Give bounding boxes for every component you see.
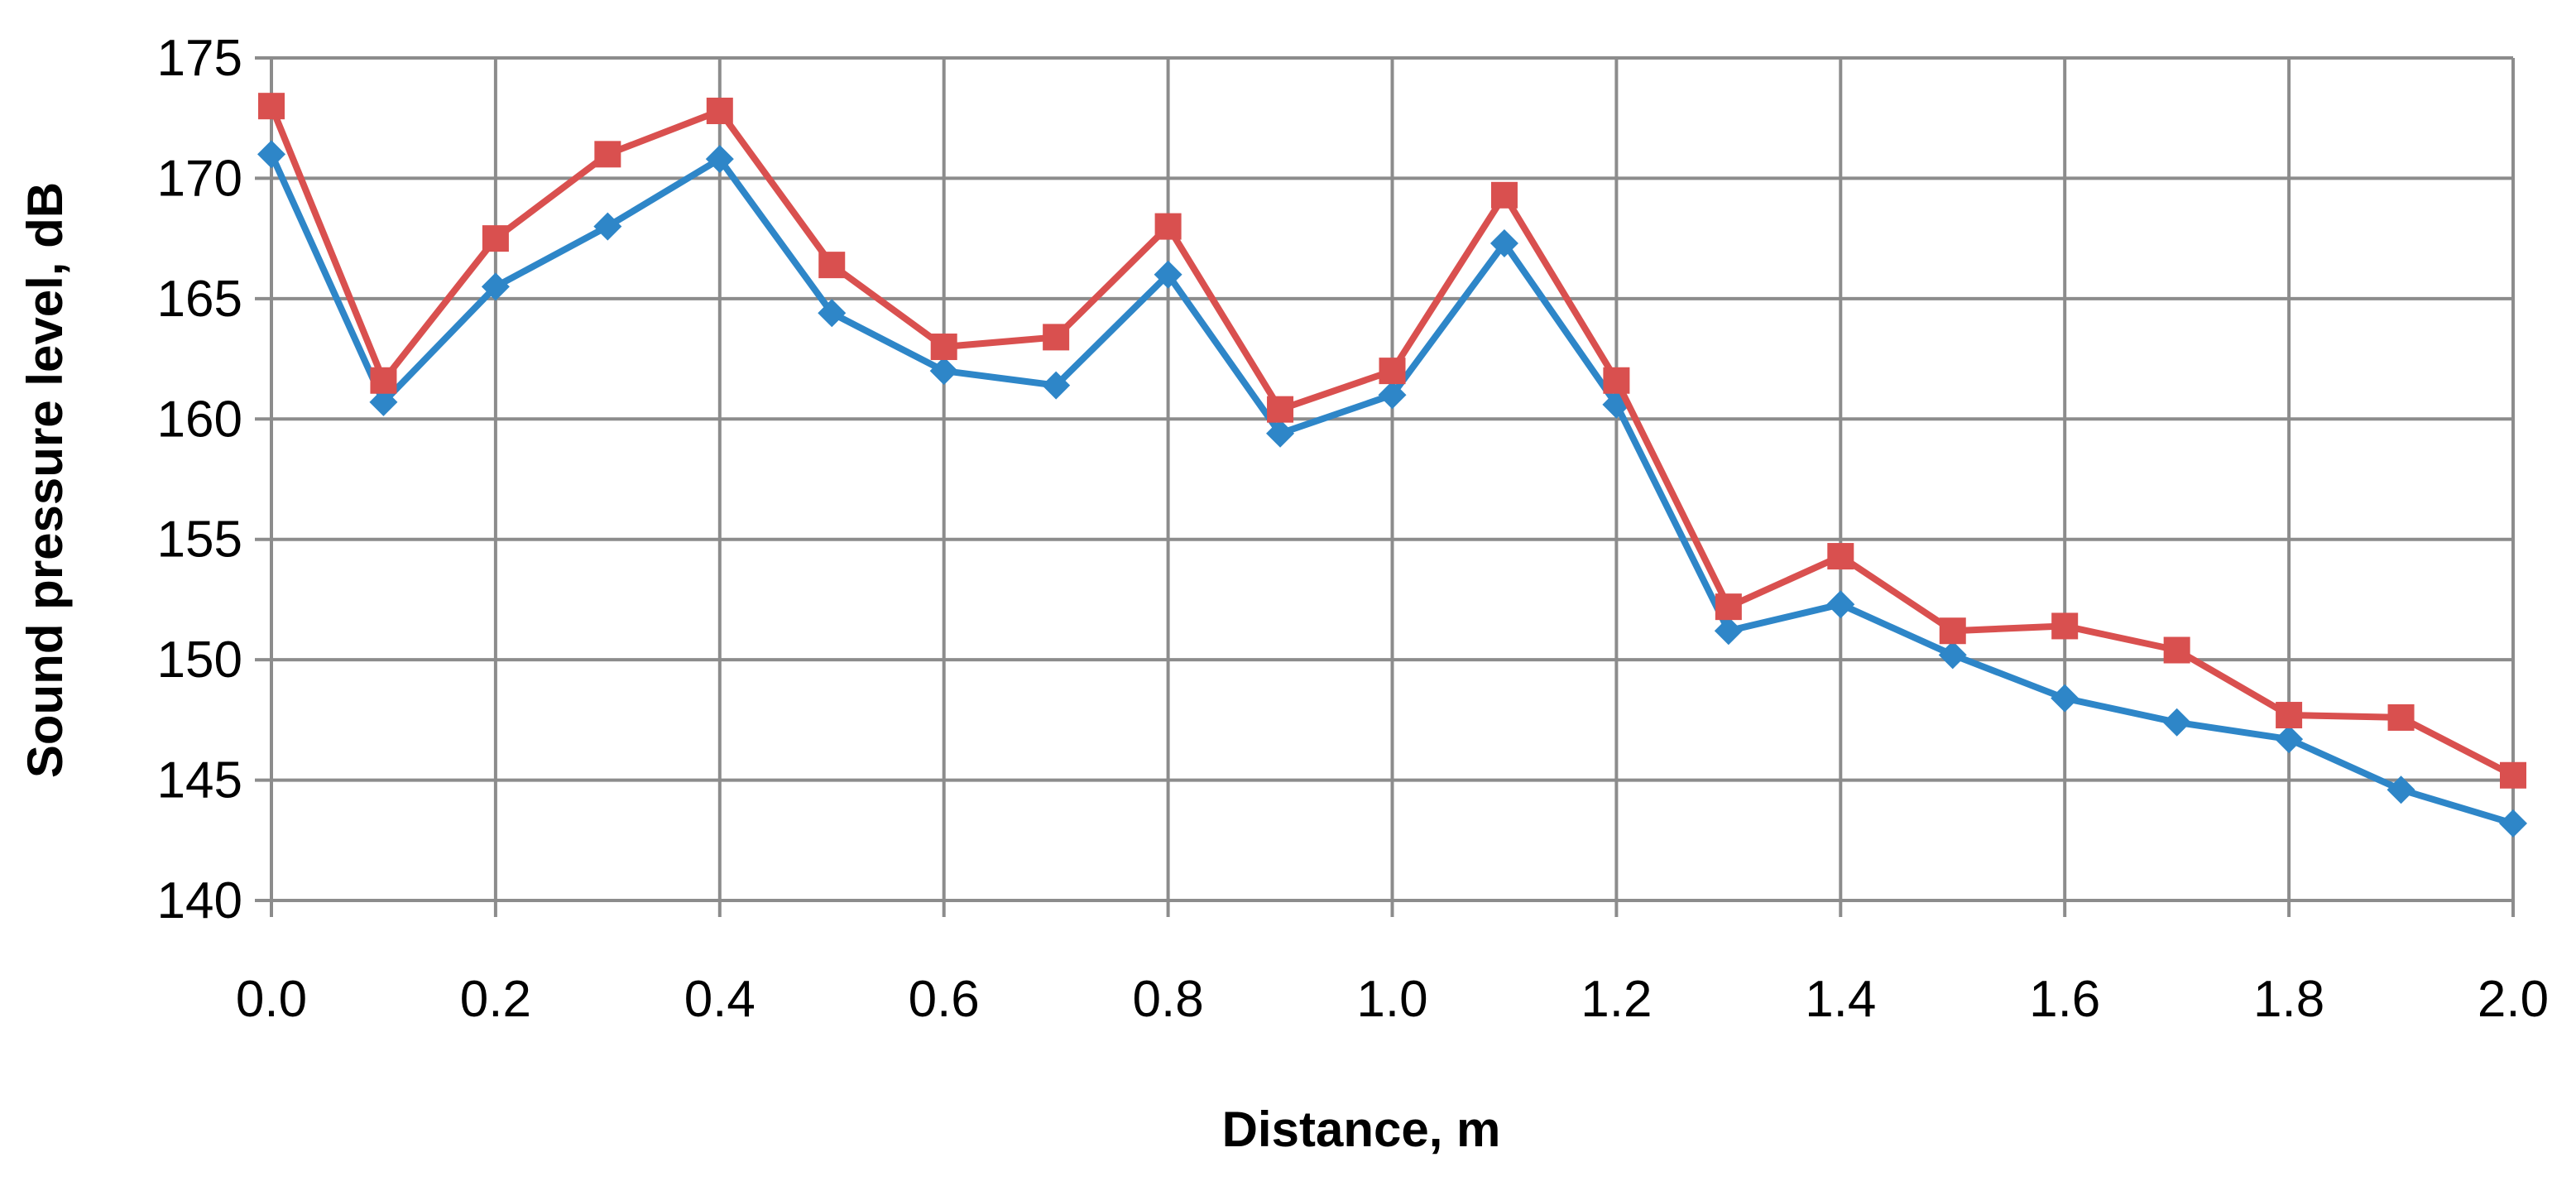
y-tick-label: 175 bbox=[157, 30, 242, 87]
data-point bbox=[257, 140, 285, 169]
x-axis-title: Distance, m bbox=[1222, 1102, 1501, 1157]
data-point bbox=[2051, 684, 2080, 713]
data-point bbox=[2163, 636, 2190, 664]
data-point bbox=[258, 93, 285, 120]
data-point bbox=[1378, 381, 1407, 410]
y-tick-label: 140 bbox=[157, 872, 242, 929]
data-point bbox=[1938, 641, 1967, 670]
data-point bbox=[706, 97, 733, 124]
data-point bbox=[2500, 761, 2526, 789]
data-point bbox=[1266, 419, 1295, 448]
x-tick-label: 1.2 bbox=[1581, 971, 1652, 1028]
data-point bbox=[2387, 703, 2415, 731]
data-point bbox=[1267, 396, 1294, 423]
y-tick-label: 155 bbox=[157, 511, 242, 569]
data-point bbox=[2162, 708, 2191, 737]
x-tick-label: 1.8 bbox=[2253, 971, 2324, 1028]
data-point bbox=[481, 272, 510, 301]
x-tick-label: 0.0 bbox=[236, 971, 307, 1028]
data-point bbox=[1939, 617, 1966, 645]
data-point bbox=[705, 145, 734, 174]
data-point bbox=[482, 225, 509, 252]
x-tick-label: 0.6 bbox=[909, 971, 980, 1028]
data-point bbox=[2499, 809, 2527, 838]
data-point bbox=[1714, 617, 1743, 646]
y-axis-title: Sound pressure level, dB bbox=[17, 182, 73, 778]
x-tick-label: 0.8 bbox=[1132, 971, 1203, 1028]
data-point bbox=[594, 141, 621, 168]
x-axis-ticks: 0.0 0.2 0.4 0.6 0.8 1.0 1.2 1.4 1.6 1.8 2.0 bbox=[236, 971, 2549, 1028]
data-point bbox=[1489, 228, 1518, 257]
data-point bbox=[1827, 543, 1854, 570]
data-point bbox=[818, 252, 846, 279]
y-tick-label: 170 bbox=[157, 150, 242, 207]
data-point bbox=[1826, 590, 1855, 619]
data-point bbox=[1490, 181, 1518, 209]
y-tick-label: 145 bbox=[157, 752, 242, 809]
x-tick-label: 1.0 bbox=[1356, 971, 1427, 1028]
data-point bbox=[929, 357, 958, 386]
x-tick-label: 0.4 bbox=[684, 971, 756, 1028]
data-point bbox=[1715, 593, 1742, 621]
x-tick-label: 1.6 bbox=[2029, 971, 2100, 1028]
series-2 bbox=[258, 93, 2526, 789]
x-tick-label: 2.0 bbox=[2478, 971, 2549, 1028]
data-point bbox=[1154, 213, 1182, 240]
data-point bbox=[930, 334, 957, 361]
data-point bbox=[2276, 702, 2303, 729]
data-point bbox=[2051, 612, 2079, 640]
data-point bbox=[2387, 775, 2415, 804]
data-point bbox=[818, 299, 847, 328]
data-point bbox=[1043, 324, 1070, 351]
data-point bbox=[1154, 260, 1182, 289]
data-point bbox=[1379, 358, 1406, 385]
data-point bbox=[1042, 371, 1071, 400]
x-tick-label: 0.2 bbox=[460, 971, 531, 1028]
data-point bbox=[1603, 367, 1630, 394]
y-tick-label: 165 bbox=[157, 271, 242, 328]
y-tick-label: 160 bbox=[157, 391, 242, 448]
data-point bbox=[370, 367, 397, 394]
y-tick-label: 150 bbox=[157, 631, 242, 689]
y-axis-ticks: 140 145 150 155 160 165 170 175 bbox=[157, 30, 242, 929]
series-group bbox=[257, 93, 2527, 838]
grid bbox=[255, 56, 2515, 917]
series-1 bbox=[257, 140, 2527, 838]
x-tick-label: 1.4 bbox=[1805, 971, 1876, 1028]
data-point bbox=[593, 212, 622, 241]
data-point bbox=[2275, 725, 2304, 754]
data-point bbox=[369, 387, 398, 416]
